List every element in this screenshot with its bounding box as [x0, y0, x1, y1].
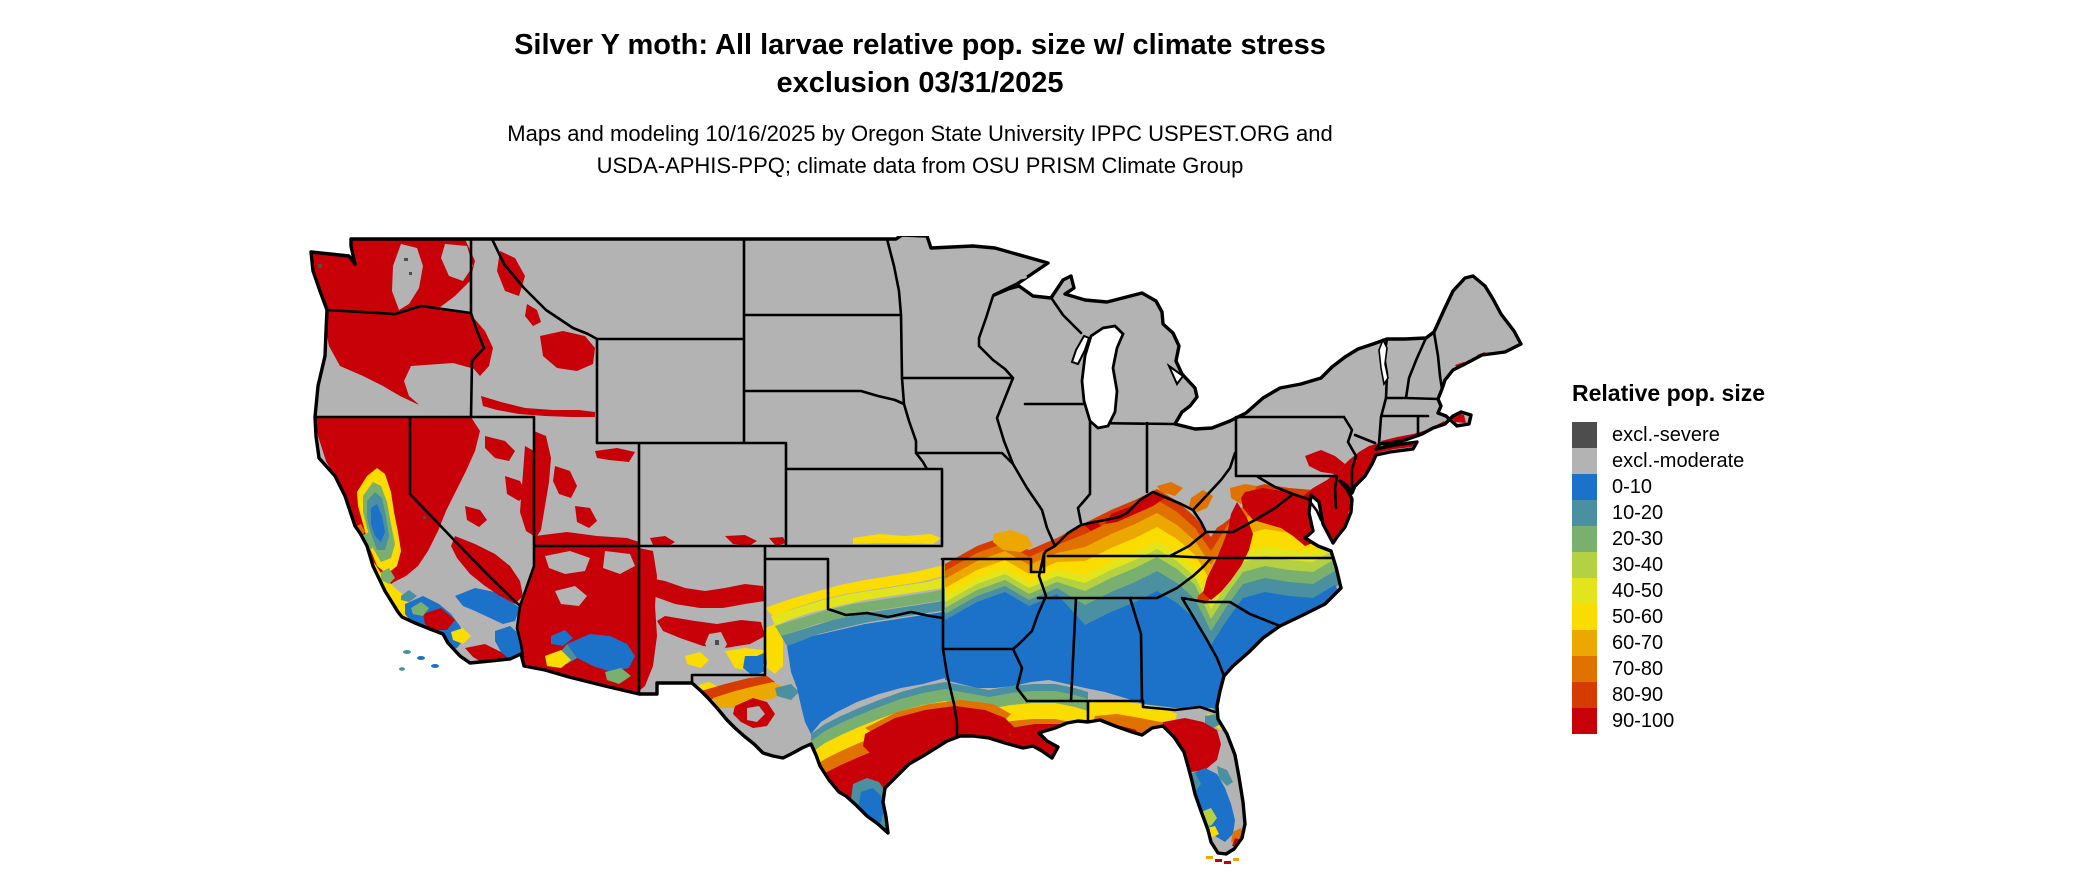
- lake-michigan: [1080, 324, 1125, 430]
- legend-swatch: [1572, 578, 1597, 604]
- state-borders: [313, 237, 1444, 737]
- legend-item: excl.-severe: [1572, 422, 1892, 448]
- legend-swatch: [1572, 604, 1597, 630]
- us-map: [305, 236, 1530, 876]
- figure-title: Silver Y moth: All larvae relative pop. …: [305, 26, 1535, 102]
- legend-swatch: [1572, 630, 1597, 656]
- legend-swatch: [1572, 708, 1597, 734]
- legend-label: 30-40: [1612, 554, 1664, 576]
- legend-label: 60-70: [1612, 632, 1664, 654]
- figure-subtitle: Maps and modeling 10/16/2025 by Oregon S…: [305, 118, 1535, 182]
- legend-swatch: [1572, 656, 1597, 682]
- legend-item: 20-30: [1572, 526, 1892, 552]
- legend-label: 70-80: [1612, 658, 1664, 680]
- legend-swatch: [1572, 552, 1597, 578]
- legend-item: 90-100: [1572, 708, 1892, 734]
- legend-item: 60-70: [1572, 630, 1892, 656]
- legend-item: excl.-moderate: [1572, 448, 1892, 474]
- legend-label: excl.-severe: [1612, 424, 1720, 446]
- legend-swatch: [1572, 682, 1597, 708]
- legend-label: 10-20: [1612, 502, 1664, 524]
- legend-swatch: [1572, 500, 1597, 526]
- green-bay: [1070, 334, 1091, 366]
- legend-label: 40-50: [1612, 580, 1664, 602]
- legend-item: 10-20: [1572, 500, 1892, 526]
- saginaw-bay: [1166, 363, 1185, 386]
- legend-label: excl.-moderate: [1612, 450, 1745, 472]
- legend-swatch: [1572, 422, 1597, 448]
- legend-items: excl.-severe excl.-moderate 0-10 10-20 20-30…: [1572, 422, 1892, 734]
- legend-swatch: [1572, 448, 1597, 474]
- legend-swatch: [1572, 526, 1597, 552]
- us-map-svg: [309, 236, 1523, 864]
- legend-item: 30-40: [1572, 552, 1892, 578]
- legend-item: 40-50: [1572, 578, 1892, 604]
- legend-label: 90-100: [1612, 710, 1675, 732]
- legend-swatch: [1572, 474, 1597, 500]
- legend-item: 70-80: [1572, 656, 1892, 682]
- legend: Relative pop. size excl.-severe excl.-mod…: [1572, 380, 1892, 734]
- legend-label: 50-60: [1612, 606, 1664, 628]
- figure-subtitle-line1: Maps and modeling 10/16/2025 by Oregon S…: [507, 121, 1333, 146]
- isle-royale: [1011, 274, 1027, 280]
- legend-label: 0-10: [1612, 476, 1653, 498]
- raster-severe-specks: [318, 258, 426, 519]
- legend-title: Relative pop. size: [1572, 380, 1766, 406]
- great-lakes: [1011, 274, 1389, 430]
- figure-subtitle-line2: USDA-APHIS-PPQ; climate data from OSU PR…: [596, 153, 1244, 178]
- legend-label: 20-30: [1612, 528, 1664, 550]
- figure-title-line2: exclusion 03/31/2025: [776, 67, 1064, 99]
- legend-item: 80-90: [1572, 682, 1892, 708]
- us-outline: [309, 236, 1523, 856]
- figure-title-line1: Silver Y moth: All larvae relative pop. …: [514, 29, 1326, 61]
- legend-label: 80-90: [1612, 684, 1664, 706]
- offshore-islands: [399, 650, 1239, 864]
- legend-item: 0-10: [1572, 474, 1892, 500]
- lake-champlain: [1378, 338, 1389, 387]
- raster-layer: [311, 236, 1521, 854]
- legend-item: 50-60: [1572, 604, 1892, 630]
